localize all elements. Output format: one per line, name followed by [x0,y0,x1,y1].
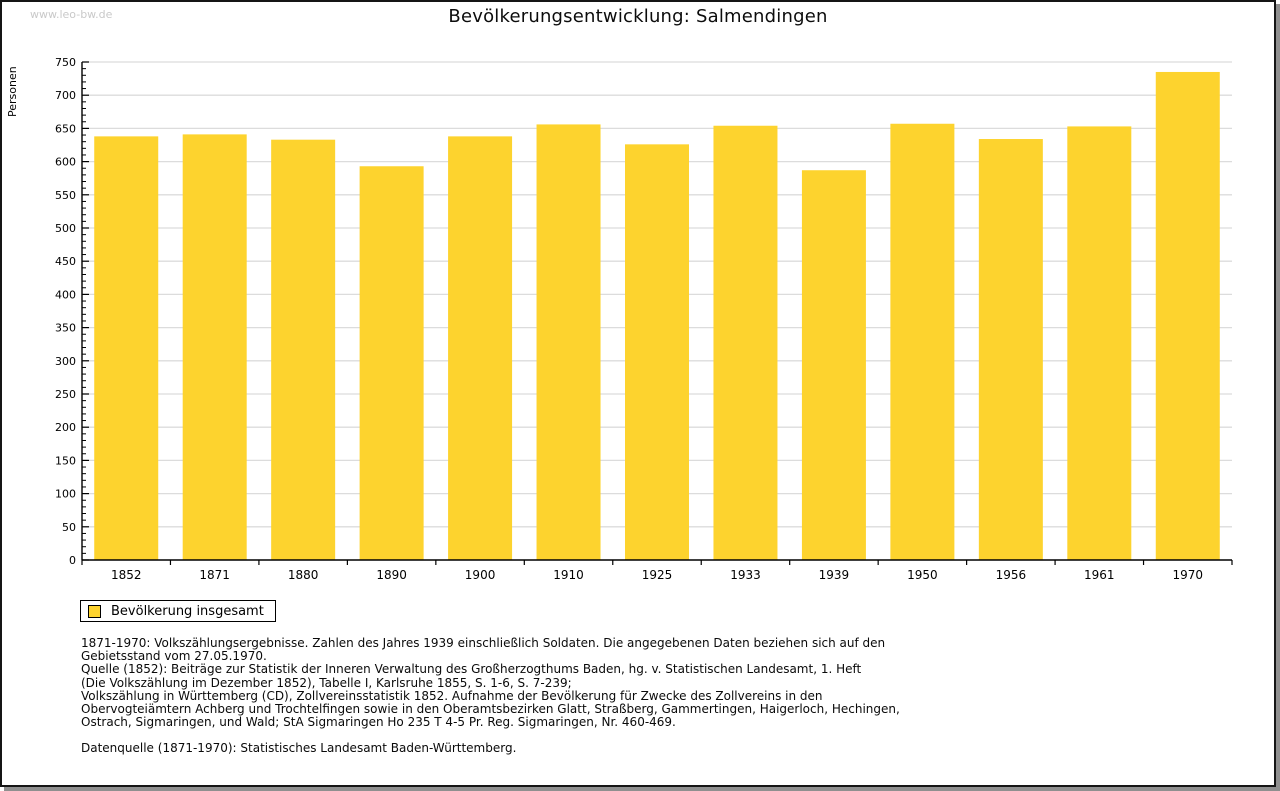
legend-swatch-icon [88,604,101,618]
y-tick-label: 700 [55,89,76,102]
x-tick-label: 1880 [288,568,319,582]
footnote-line: (Die Volkszählung im Dezember 1852), Tab… [81,675,572,690]
population-bar-chart: 0 50 100 150 200 250 300 350 400 450 500 550 600 650 7… [6,56,1233,582]
y-tick-label: 0 [69,554,76,567]
y-tick-label: 250 [55,388,76,401]
datasource-line: Datenquelle (1871-1970): Statistisches L… [81,741,517,755]
bar-1961 [1067,126,1132,561]
bar-1880 [271,139,336,561]
y-tick-label: 300 [55,355,76,368]
y-tick-label: 200 [55,421,76,434]
legend: Bevölkerung insgesamt [80,600,276,622]
x-tick-label: 1871 [199,568,230,582]
footnote-line: Gebietsstand vom 27.05.1970. [81,649,267,664]
y-tick-label: 400 [55,288,76,301]
x-tick-label: 1910 [553,568,584,582]
y-tick-label: 500 [55,222,76,235]
bar-1950 [890,123,955,560]
x-tick-label: 1852 [111,568,142,582]
y-axis-title: Personen [6,66,19,117]
footnotes: 1871-1970: Volkszählungsergebnisse. Zahl… [81,636,1181,730]
footnote-line: Quelle (1852): Beiträge zur Statistik de… [81,662,862,677]
x-tick-label: 1956 [996,568,1027,582]
bar-1871 [182,134,247,560]
footnote-line: Obervogteiämtern Achberg und Trochtelfin… [81,702,900,717]
watermark: www.leo-bw.de [30,8,113,21]
footnote-line: 1871-1970: Volkszählungsergebnisse. Zahl… [81,636,886,650]
x-tick-label: 1900 [465,568,496,582]
bar-1939 [801,170,866,560]
y-tick-label: 450 [55,255,76,268]
page-title: Bevölkerungsentwicklung: Salmendingen [448,6,828,27]
x-tick-label: 1933 [730,568,761,582]
x-tick-label: 1961 [1084,568,1115,582]
y-tick-label: 600 [55,156,76,169]
footnote-line: Ostrach, Sigmaringen, und Wald; StA Sigm… [81,715,676,730]
legend-label: Bevölkerung insgesamt [111,603,264,619]
bar-1890 [359,166,424,561]
bar-1933 [713,125,778,560]
bar-1925 [625,144,689,560]
bar-1970 [1155,71,1220,561]
bar-1852 [94,136,159,561]
x-tick-label: 1970 [1172,568,1203,582]
x-tick-label: 1890 [376,568,407,582]
y-tick-label: 550 [55,189,76,202]
x-tick-label: 1939 [819,568,850,582]
bar-1900 [448,136,513,561]
y-tick-label: 100 [55,488,76,501]
footnote-line: Volkszählung in Württemberg (CD), Zollve… [81,688,823,703]
bar-1956 [978,139,1043,561]
y-tick-label: 350 [55,322,76,335]
x-tick-label: 1925 [642,568,673,582]
y-tick-label: 150 [55,454,76,467]
y-tick-label: 50 [62,521,76,534]
bar-1910 [536,124,601,560]
x-tick-label: 1950 [907,568,938,582]
y-tick-label: 750 [55,56,76,69]
y-tick-label: 650 [55,122,76,135]
